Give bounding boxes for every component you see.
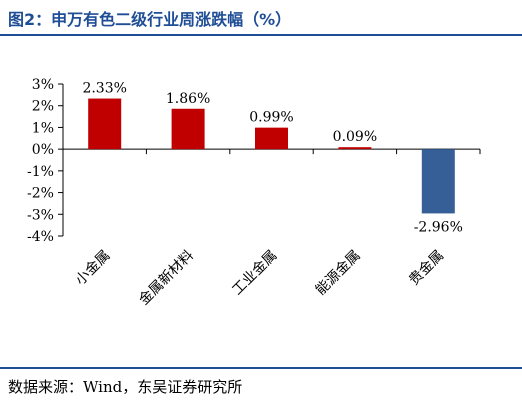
bar <box>338 147 372 150</box>
title-rule <box>0 34 522 36</box>
figure-title: 图2：申万有色二级行业周涨跌幅（%） <box>8 10 292 29</box>
y-tick-label: 1% <box>32 120 54 136</box>
data-label: 0.99% <box>249 110 293 126</box>
data-label: 0.09% <box>333 129 377 145</box>
y-tick-label: -2% <box>27 186 54 202</box>
category-label: 金属新材料 <box>136 248 197 309</box>
y-tick-label: 0% <box>32 142 54 158</box>
y-tick-label: 3% <box>32 77 54 93</box>
category-label: 贵金属 <box>406 248 447 289</box>
y-tick-label: 2% <box>32 99 54 115</box>
bar <box>421 149 455 214</box>
bar <box>171 108 205 150</box>
source-rule <box>0 367 522 369</box>
data-label: 1.86% <box>166 91 210 107</box>
data-source: 数据来源：Wind，东吴证券研究所 <box>8 378 243 396</box>
bar <box>88 98 122 150</box>
category-label: 工业金属 <box>229 248 280 299</box>
y-tick-label: -3% <box>27 207 54 223</box>
bar <box>255 127 288 150</box>
y-tick-label: -1% <box>27 164 54 180</box>
data-label: 2.33% <box>82 81 126 97</box>
data-label: -2.96% <box>414 219 463 235</box>
category-label: 能源金属 <box>313 248 364 299</box>
y-tick-label: -4% <box>27 229 54 245</box>
category-label: 小金属 <box>73 248 114 289</box>
